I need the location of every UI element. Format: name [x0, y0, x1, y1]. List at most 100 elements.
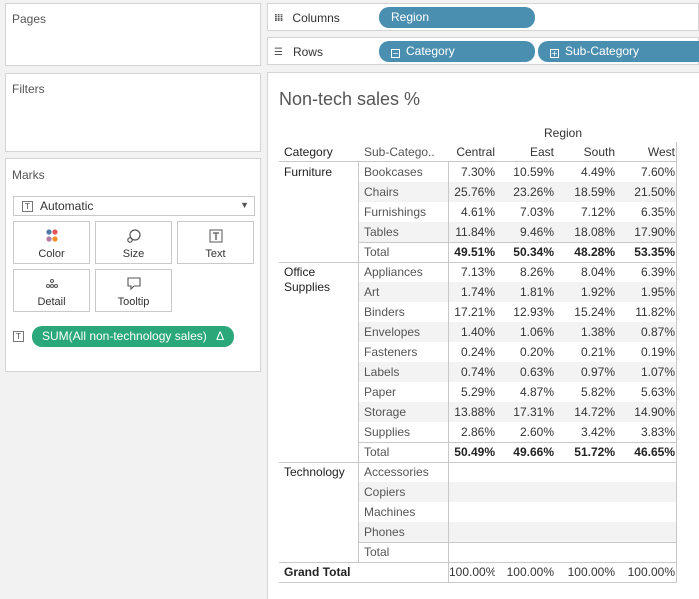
sub-category-cell[interactable]: Fasteners — [364, 345, 418, 359]
value-cell[interactable] — [449, 502, 495, 522]
value-cell[interactable] — [554, 522, 615, 542]
region-header[interactable]: Region — [543, 126, 583, 140]
grand-total-value-cell[interactable]: 100.00% — [567, 565, 615, 579]
pages-card[interactable]: Pages — [5, 3, 261, 66]
sub-category-cell[interactable]: Phones — [364, 525, 405, 539]
detail-button[interactable]: Detail — [13, 269, 90, 312]
value-cell[interactable] — [495, 502, 554, 522]
value-cell[interactable]: 3.42% — [580, 425, 615, 439]
total-label[interactable]: Total — [364, 245, 390, 259]
size-button[interactable]: Size — [95, 221, 172, 264]
value-cell[interactable] — [554, 482, 615, 502]
total-value-cell[interactable] — [615, 542, 675, 562]
value-cell[interactable]: 4.49% — [580, 165, 615, 179]
region-header-east[interactable]: East — [529, 145, 554, 159]
sub-category-cell[interactable]: Bookcases — [364, 165, 423, 179]
value-cell[interactable]: 1.38% — [580, 325, 615, 339]
columns-shelf[interactable]: ⁞⁞⁞ Columns Region — [267, 3, 699, 31]
value-cell[interactable]: 17.90% — [634, 225, 675, 239]
value-cell[interactable]: 1.95% — [640, 285, 675, 299]
value-cell[interactable]: 5.63% — [640, 385, 675, 399]
value-cell[interactable]: 7.60% — [640, 165, 675, 179]
total-value-cell[interactable]: 46.65% — [634, 445, 675, 459]
total-value-cell[interactable] — [554, 542, 615, 562]
value-cell[interactable]: 7.12% — [580, 205, 615, 219]
value-cell[interactable]: 0.63% — [519, 365, 554, 379]
value-cell[interactable] — [495, 522, 554, 542]
value-cell[interactable]: 14.90% — [634, 405, 675, 419]
value-cell[interactable]: 6.39% — [640, 265, 675, 279]
value-cell[interactable]: 25.76% — [454, 185, 495, 199]
sub-category-cell[interactable]: Storage — [364, 405, 407, 419]
value-cell[interactable] — [449, 462, 495, 482]
marks-text-field[interactable]: T SUM(All non-technology sales) Δ — [13, 326, 235, 347]
value-cell[interactable]: 0.20% — [519, 345, 554, 359]
measure-pill[interactable]: SUM(All non-technology sales) Δ — [32, 326, 235, 347]
rows-shelf[interactable]: ☰ Rows − Category + Sub-Category — [267, 37, 699, 65]
value-cell[interactable]: 1.06% — [519, 325, 554, 339]
value-cell[interactable]: 0.24% — [460, 345, 495, 359]
sub-category-cell[interactable]: Tables — [364, 225, 399, 239]
value-cell[interactable]: 4.87% — [519, 385, 554, 399]
sub-category-cell[interactable]: Art — [364, 285, 380, 299]
category-header[interactable]: Category — [284, 145, 333, 159]
value-cell[interactable]: 23.26% — [513, 185, 554, 199]
sub-category-cell[interactable]: Binders — [364, 305, 405, 319]
value-cell[interactable]: 0.74% — [460, 365, 495, 379]
value-cell[interactable] — [615, 522, 675, 542]
region-header-west[interactable]: West — [647, 145, 675, 159]
total-value-cell[interactable]: 50.49% — [454, 445, 495, 459]
color-button[interactable]: Color — [13, 221, 90, 264]
value-cell[interactable]: 1.07% — [640, 365, 675, 379]
category-cell[interactable]: Technology — [284, 465, 345, 479]
sub-category-cell[interactable]: Appliances — [364, 265, 423, 279]
value-cell[interactable]: 7.03% — [519, 205, 554, 219]
value-cell[interactable] — [554, 502, 615, 522]
sub-category-cell[interactable]: Copiers — [364, 485, 406, 499]
sub-category-cell[interactable]: Labels — [364, 365, 400, 379]
value-cell[interactable]: 7.30% — [460, 165, 495, 179]
expand-icon[interactable]: + — [550, 49, 559, 58]
collapse-icon[interactable]: − — [391, 49, 400, 58]
tooltip-button[interactable]: Tooltip — [95, 269, 172, 312]
value-cell[interactable]: 0.97% — [580, 365, 615, 379]
value-cell[interactable]: 1.81% — [519, 285, 554, 299]
worksheet-title[interactable]: Non-tech sales % — [279, 89, 421, 109]
value-cell[interactable]: 6.35% — [640, 205, 675, 219]
value-cell[interactable]: 1.92% — [580, 285, 615, 299]
value-cell[interactable]: 1.40% — [460, 325, 495, 339]
sub-category-cell[interactable]: Paper — [364, 385, 397, 399]
value-cell[interactable]: 14.72% — [574, 405, 615, 419]
value-cell[interactable] — [449, 482, 495, 502]
category-pill[interactable]: − Category — [379, 41, 535, 62]
value-cell[interactable]: 11.84% — [455, 225, 495, 239]
total-value-cell[interactable]: 53.35% — [634, 245, 675, 259]
value-cell[interactable]: 21.50% — [634, 185, 675, 199]
value-cell[interactable]: 8.04% — [580, 265, 615, 279]
value-cell[interactable]: 5.29% — [460, 385, 495, 399]
value-cell[interactable]: 18.59% — [574, 185, 615, 199]
total-value-cell[interactable]: 49.51% — [454, 245, 495, 259]
value-cell[interactable] — [495, 462, 554, 482]
value-cell[interactable]: 0.21% — [580, 345, 615, 359]
total-value-cell[interactable]: 49.66% — [513, 445, 554, 459]
region-header-central[interactable]: Central — [456, 145, 495, 159]
value-cell[interactable]: 18.08% — [574, 225, 615, 239]
value-cell[interactable]: 17.21% — [454, 305, 495, 319]
text-button[interactable]: Text — [177, 221, 254, 264]
grand-total-value-cell[interactable]: 100.00% — [506, 565, 554, 579]
sub-category-cell[interactable]: Machines — [364, 505, 416, 519]
total-label[interactable]: Total — [364, 445, 390, 459]
value-cell[interactable]: 1.74% — [460, 285, 495, 299]
value-cell[interactable]: 12.93% — [513, 305, 554, 319]
sub-category-cell[interactable]: Accessories — [364, 465, 429, 479]
sub-category-cell[interactable]: Chairs — [364, 185, 399, 199]
sub-category-cell[interactable]: Envelopes — [364, 325, 421, 339]
grand-total-value-cell[interactable]: 100.00% — [627, 565, 675, 579]
total-value-cell[interactable] — [449, 542, 495, 562]
value-cell[interactable] — [615, 502, 675, 522]
value-cell[interactable] — [449, 522, 495, 542]
value-cell[interactable]: 4.61% — [460, 205, 495, 219]
value-cell[interactable]: 2.86% — [460, 425, 495, 439]
mark-type-dropdown[interactable]: T Automatic ▼ — [13, 196, 255, 216]
